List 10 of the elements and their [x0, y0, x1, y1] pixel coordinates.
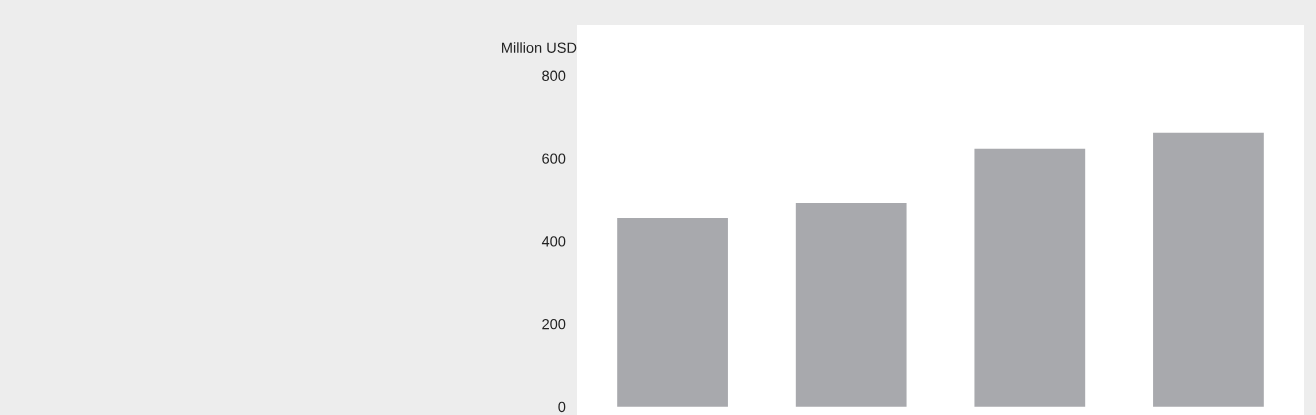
y-tick-label: 200	[542, 319, 566, 330]
y-axis-title: Million USD	[502, 42, 577, 53]
y-tick-label: 600	[542, 153, 566, 164]
bar	[617, 217, 728, 407]
y-tick-label: 400	[541, 236, 566, 247]
bar	[1153, 132, 1264, 407]
y-tick-label: 800	[542, 70, 566, 81]
bar	[974, 148, 1086, 407]
bar	[795, 203, 907, 407]
y-tick-label: 0	[558, 401, 566, 413]
